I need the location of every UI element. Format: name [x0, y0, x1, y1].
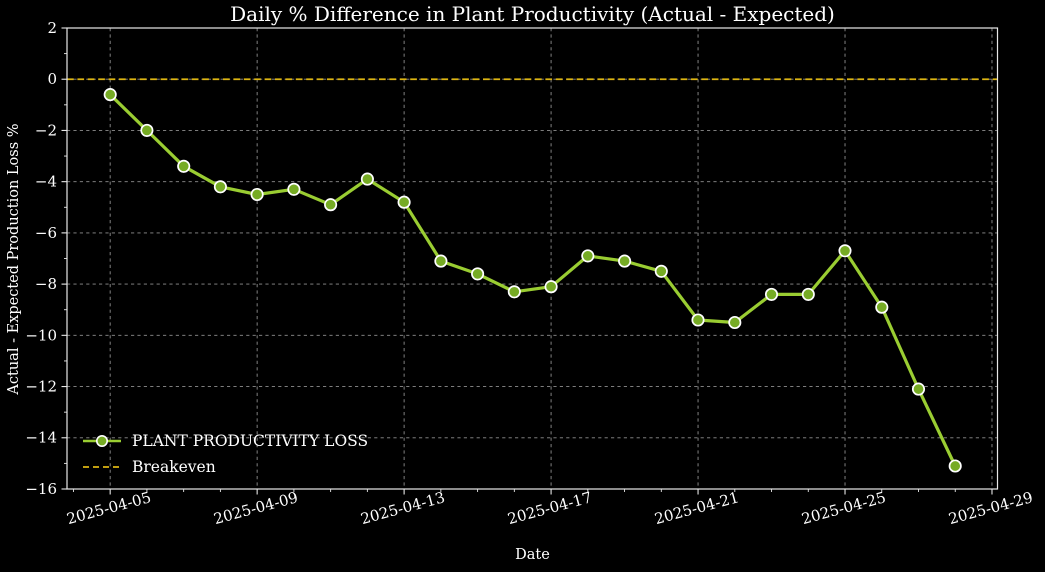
data-point-marker — [801, 287, 815, 301]
data-point-marker — [875, 300, 889, 314]
productivity-loss-line — [108, 93, 957, 468]
data-point-marker — [764, 287, 779, 301]
data-point-marker — [544, 280, 558, 294]
data-point-marker — [250, 187, 264, 202]
data-point-marker — [287, 182, 301, 196]
y-tick-label: −6 — [35, 224, 57, 242]
plot-border — [66, 27, 999, 490]
data-point-marker — [654, 264, 668, 278]
x-tick-label: 2025-04-21 — [653, 488, 741, 528]
x-axis-label: Date — [515, 547, 550, 563]
data-point-marker — [213, 180, 227, 194]
data-point-marker — [434, 254, 448, 268]
data-point-marker — [324, 198, 338, 212]
y-tick-label: −12 — [25, 378, 57, 396]
legend-item-breakeven: Breakeven — [82, 454, 368, 480]
x-tick-label: 2025-04-25 — [800, 488, 888, 528]
data-point-marker — [507, 285, 521, 299]
legend-series-marker — [96, 435, 108, 447]
y-tick-label: −16 — [25, 480, 57, 498]
data-point-marker — [948, 459, 962, 473]
data-point-marker — [177, 159, 191, 173]
legend: PLANT PRODUCTIVITY LOSS Breakeven — [82, 428, 368, 480]
y-axis-label: Actual - Expected Production Loss % — [6, 123, 22, 395]
chart-title: Daily % Difference in Plant Productivity… — [230, 2, 835, 26]
legend-item-productivity-loss: PLANT PRODUCTIVITY LOSS — [82, 428, 368, 454]
y-tick-label: −4 — [35, 173, 57, 191]
x-tick-label: 2025-04-05 — [65, 488, 153, 528]
data-point-marker — [360, 172, 374, 186]
legend-series-sample-icon — [83, 435, 121, 447]
x-tick-label: 2025-04-13 — [359, 488, 447, 528]
y-tick-label: −10 — [25, 326, 57, 344]
data-point-marker — [911, 382, 926, 396]
y-tick-label: −14 — [25, 429, 57, 447]
x-tick-label: 2025-04-17 — [506, 488, 594, 528]
y-tick-label: 0 — [47, 70, 57, 88]
legend-breakeven-label: Breakeven — [132, 458, 216, 476]
y-tick-label: 2 — [47, 19, 57, 37]
data-point-marker — [471, 267, 485, 281]
y-tick-label: −8 — [35, 275, 57, 293]
data-point-marker — [103, 88, 117, 102]
data-point-marker — [397, 195, 411, 209]
y-tick-label: −2 — [35, 121, 57, 139]
x-tick-label: 2025-04-29 — [947, 488, 1035, 528]
data-point-marker — [838, 244, 852, 258]
data-point-marker — [581, 249, 595, 263]
legend-series-label: PLANT PRODUCTIVITY LOSS — [132, 432, 369, 450]
data-point-marker — [728, 315, 742, 330]
data-point-marker — [618, 254, 632, 268]
x-tick-label: 2025-04-09 — [212, 488, 300, 528]
legend-breakeven-sample-icon — [83, 466, 121, 468]
data-point-marker — [691, 313, 705, 327]
data-point-marker — [140, 123, 154, 137]
